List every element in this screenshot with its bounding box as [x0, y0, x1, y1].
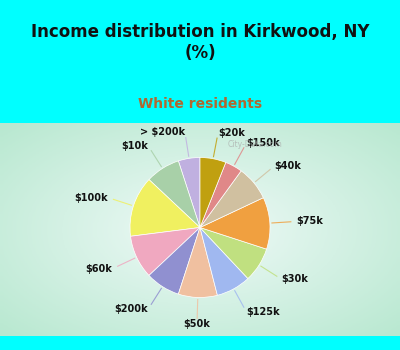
Text: Income distribution in Kirkwood, NY
(%): Income distribution in Kirkwood, NY (%)	[31, 23, 369, 62]
Wedge shape	[149, 161, 200, 228]
Text: $40k: $40k	[274, 161, 301, 171]
Wedge shape	[200, 198, 270, 249]
Wedge shape	[200, 228, 266, 279]
Text: $75k: $75k	[296, 216, 323, 226]
Text: $10k: $10k	[121, 141, 148, 151]
Wedge shape	[130, 228, 200, 275]
Wedge shape	[200, 162, 241, 228]
Text: White residents: White residents	[138, 97, 262, 111]
Text: $200k: $200k	[115, 304, 148, 314]
Text: $100k: $100k	[74, 193, 108, 203]
Text: $30k: $30k	[282, 274, 308, 284]
Wedge shape	[178, 228, 218, 298]
Wedge shape	[200, 158, 226, 228]
Text: > $200k: > $200k	[140, 127, 185, 137]
Wedge shape	[149, 228, 200, 294]
Text: $125k: $125k	[246, 307, 280, 317]
Text: $60k: $60k	[86, 264, 112, 274]
Wedge shape	[200, 228, 248, 295]
Wedge shape	[200, 171, 263, 228]
Wedge shape	[178, 158, 200, 228]
Text: $20k: $20k	[218, 128, 245, 138]
Wedge shape	[130, 180, 200, 236]
Text: $50k: $50k	[184, 319, 210, 329]
Text: City-Data.com: City-Data.com	[228, 140, 282, 149]
Text: $150k: $150k	[246, 138, 280, 148]
